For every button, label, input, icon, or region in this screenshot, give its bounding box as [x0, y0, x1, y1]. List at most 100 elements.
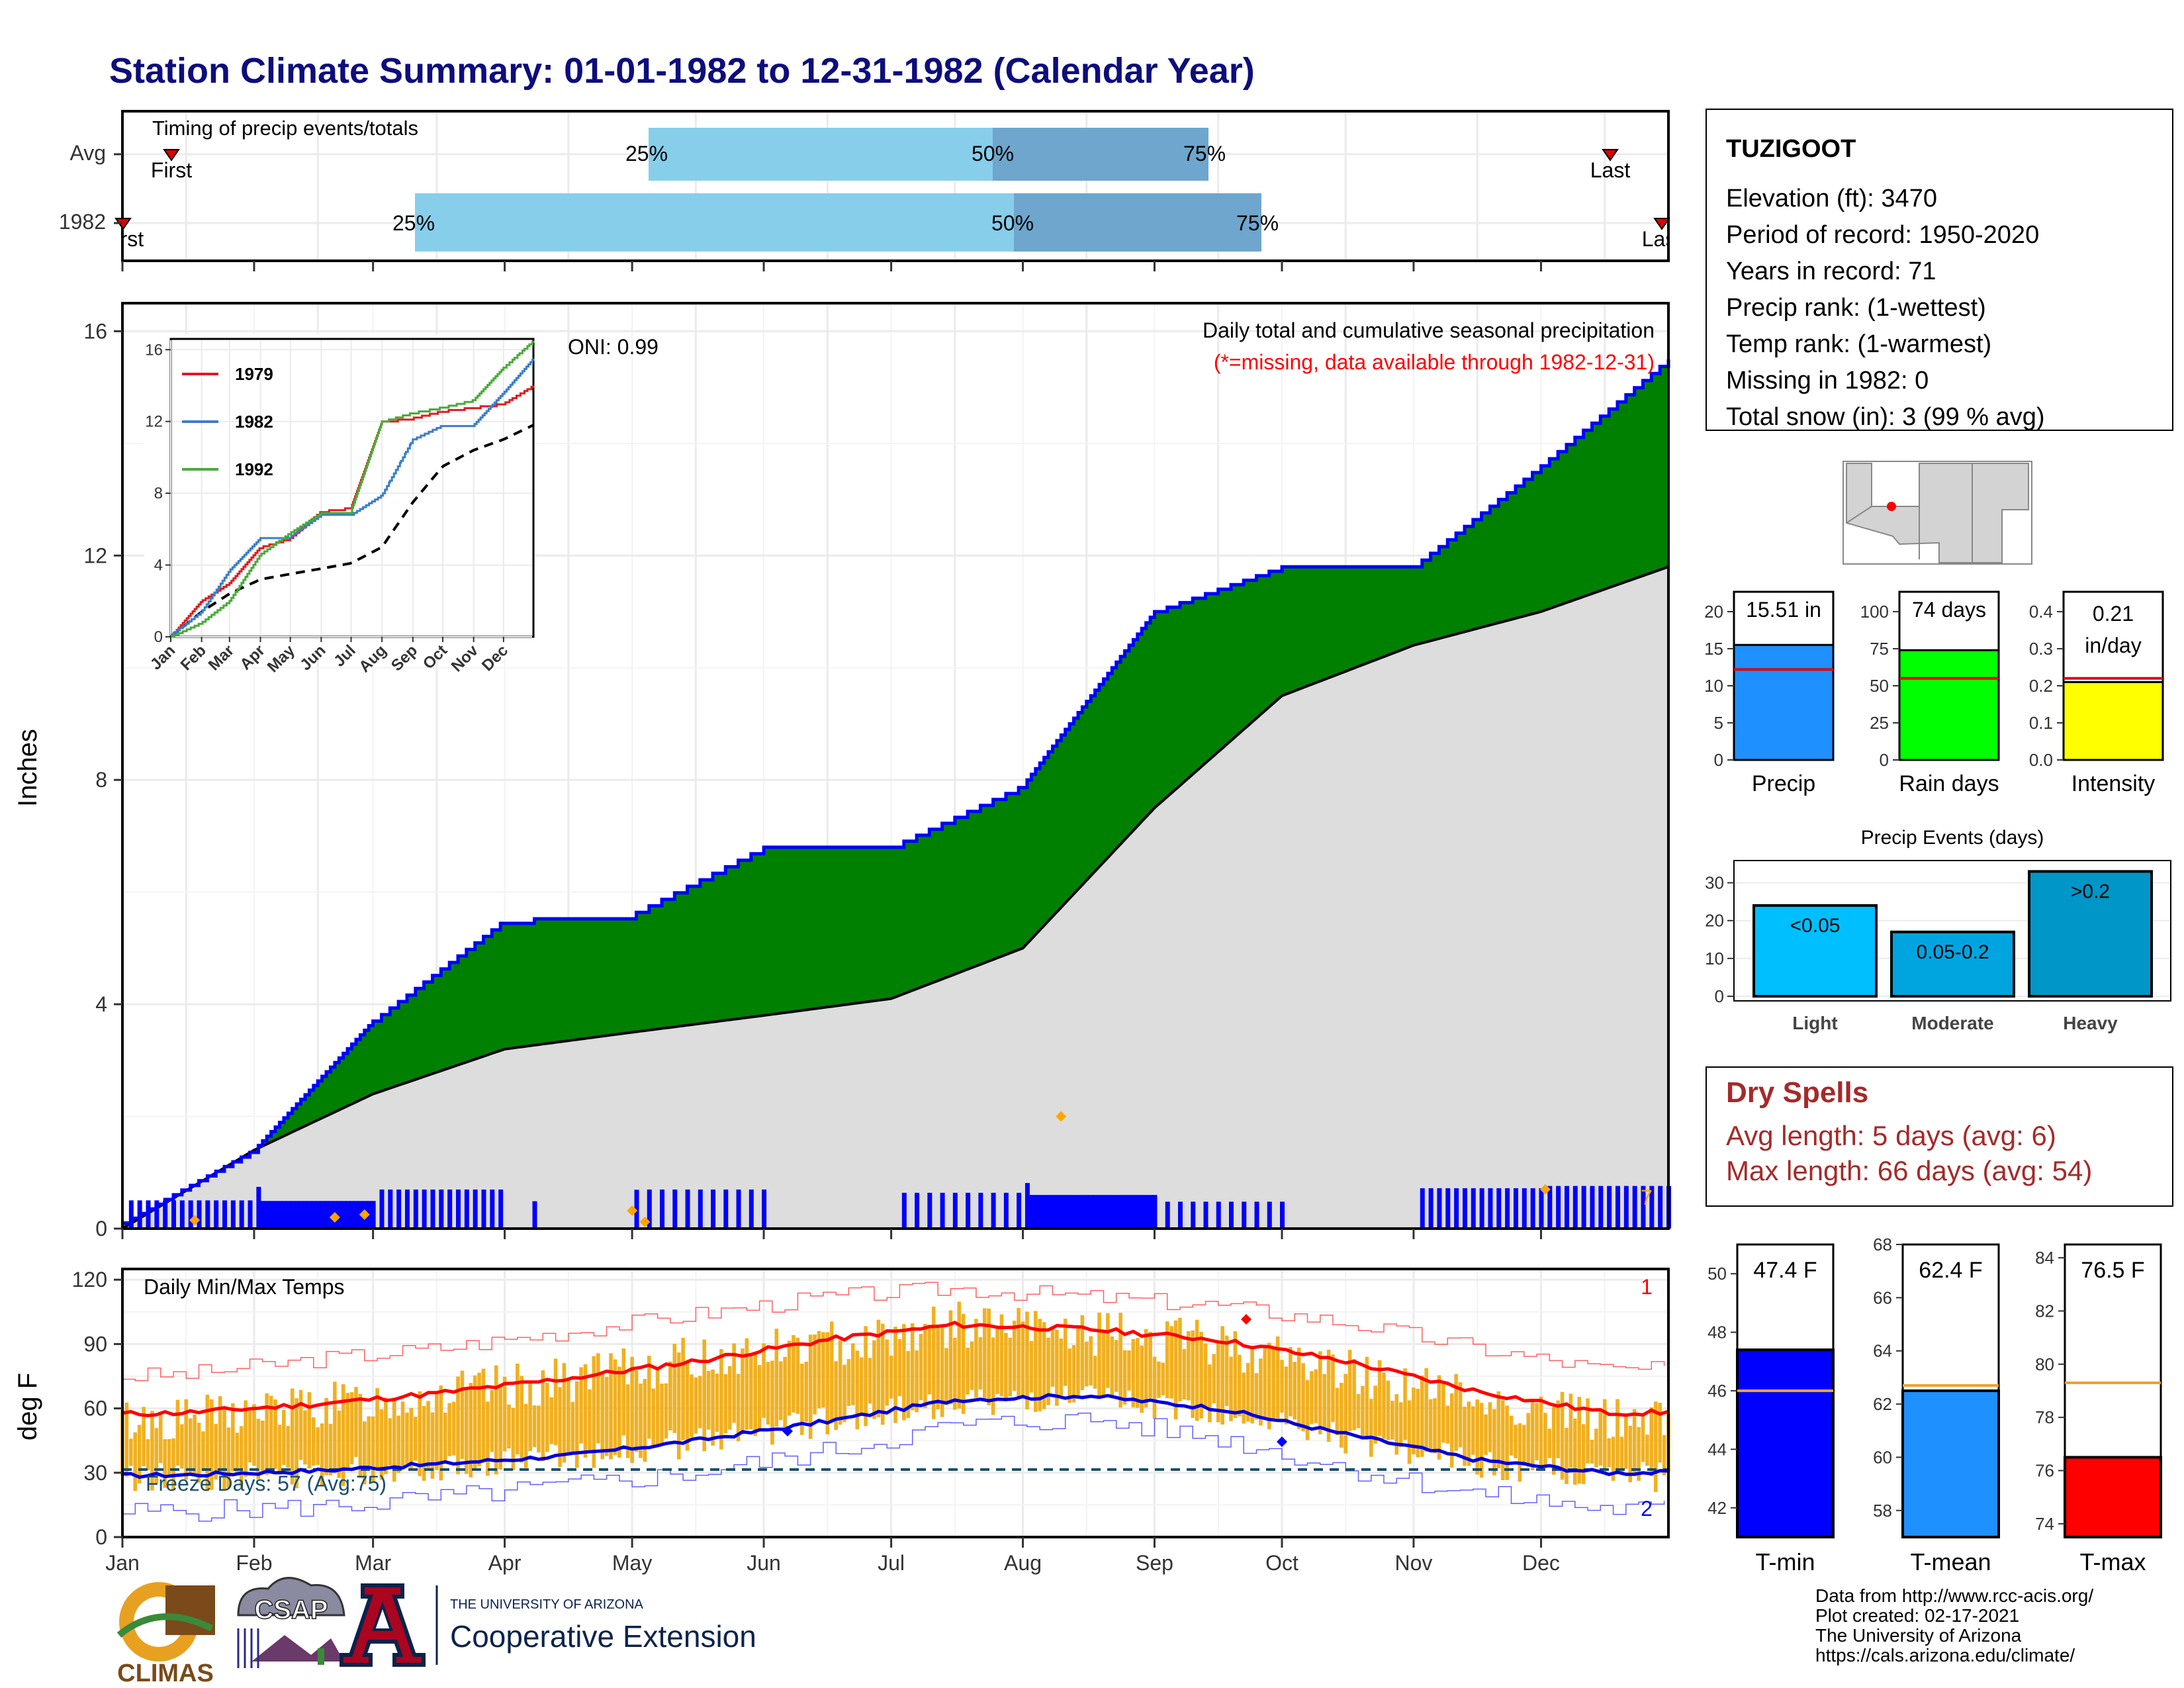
- daily-temp-bar: [1637, 1427, 1641, 1481]
- station-info-line: Years in record: 71: [1726, 258, 1936, 285]
- daily-precip-bar: [197, 1200, 202, 1229]
- daily-temp-bar: [991, 1337, 995, 1415]
- daily-temp-bar: [609, 1353, 613, 1460]
- daily-precip-bar: [1152, 1195, 1158, 1229]
- daily-temp-bar: [384, 1397, 388, 1475]
- daily-temp-bar: [567, 1378, 570, 1453]
- inset-ytick-label: 8: [154, 485, 163, 502]
- inset-line-1992: [171, 340, 535, 638]
- daily-temp-bar: [465, 1387, 469, 1474]
- daily-temp-bar: [1050, 1326, 1055, 1387]
- daily-temp-bar: [1454, 1374, 1458, 1451]
- daily-temp-bar: [439, 1385, 443, 1481]
- daily-precip-bar: [269, 1201, 274, 1229]
- credit-line: https://cals.arizona.edu/climate/: [1815, 1645, 2075, 1665]
- daily-temp-bar: [1649, 1407, 1654, 1477]
- precip-ytick-label: 8: [95, 768, 107, 792]
- oni-label: ONI: 0.99: [568, 335, 659, 359]
- daily-temp-bar: [1118, 1313, 1122, 1408]
- daily-temp-bar: [1187, 1331, 1191, 1401]
- svg-text:74 days: 74 days: [1912, 598, 1986, 622]
- yr-p75-label: 75%: [1236, 211, 1279, 235]
- daily-temp-bar: [1569, 1393, 1573, 1468]
- csap-logo-text: CSAP: [254, 1595, 328, 1624]
- credits: Data from http://www.rcc-acis.org/Plot c…: [1815, 1585, 2093, 1665]
- daily-precip-bar: [1017, 1192, 1022, 1229]
- daily-temp-bar: [142, 1407, 146, 1466]
- daily-precip-bar: [1581, 1186, 1586, 1229]
- timing-1982-bar-high: [1014, 193, 1261, 252]
- daily-temp-bar: [813, 1335, 817, 1415]
- daily-temp-bar: [239, 1426, 244, 1487]
- daily-temp-bar: [999, 1314, 1004, 1397]
- daily-temp-bar: [520, 1376, 524, 1463]
- daily-temp-bar: [553, 1358, 558, 1446]
- daily-temp-bar: [1428, 1399, 1433, 1452]
- daily-temp-bar: [1356, 1393, 1361, 1429]
- daily-precip-bar: [256, 1186, 261, 1229]
- daily-temp-bar: [706, 1370, 711, 1430]
- daily-temp-bar: [1216, 1341, 1220, 1423]
- daily-temp-bar: [588, 1389, 592, 1450]
- avg-p50-label: 50%: [972, 142, 1014, 165]
- daily-precip-bar: [146, 1200, 151, 1229]
- daily-temp-bar: [218, 1396, 222, 1473]
- daily-temp-bar: [414, 1417, 418, 1461]
- daily-temp-bar: [821, 1332, 825, 1408]
- daily-temp-bar: [1148, 1331, 1152, 1399]
- daily-temp-bar: [660, 1383, 664, 1446]
- daily-temp-bar: [443, 1413, 447, 1462]
- daily-temp-bar: [690, 1374, 694, 1437]
- daily-temp-bar: [1004, 1333, 1008, 1401]
- daily-temp-bar: [1042, 1322, 1046, 1409]
- daily-temp-bar: [282, 1409, 286, 1466]
- svg-text:15.51 in: 15.51 in: [1746, 598, 1821, 622]
- avg-first-marker: [163, 149, 180, 162]
- daily-temp-bar: [1445, 1405, 1450, 1444]
- daily-temp-bar: [596, 1353, 600, 1444]
- daily-temp-bar: [1284, 1366, 1289, 1425]
- daily-temp-bar: [1097, 1312, 1101, 1399]
- daily-temp-bar: [1632, 1409, 1637, 1476]
- precip-events-chart: Precip Events (days) 0 10 20 30 <0.05 Light 0.…: [1705, 827, 2171, 1033]
- daily-temp-bar: [613, 1359, 617, 1456]
- daily-temp-bar: [1365, 1356, 1369, 1440]
- daily-temp-bar: [817, 1331, 821, 1409]
- daily-temp-bar: [829, 1321, 834, 1422]
- daily-precip-bar: [1539, 1188, 1544, 1229]
- daily-temp-bar: [337, 1410, 341, 1478]
- daily-temp-bar: [1233, 1331, 1238, 1419]
- precip-ytick-label: 12: [83, 543, 107, 567]
- daily-temp-bar: [290, 1388, 295, 1485]
- daily-precip-bar: [749, 1189, 754, 1229]
- svg-text:50: 50: [1870, 676, 1889, 696]
- daily-precip-bar: [901, 1192, 907, 1229]
- daily-temp-bar: [872, 1340, 876, 1419]
- daily-precip-bar: [1641, 1186, 1646, 1229]
- daily-temp-bar: [502, 1376, 507, 1452]
- daily-temp-bar: [494, 1365, 498, 1475]
- daily-temp-bar: [948, 1310, 953, 1405]
- inset-legend: 1979 1982 1992: [182, 364, 273, 479]
- daily-precip-bar: [1590, 1186, 1595, 1229]
- daily-precip-bar: [439, 1189, 444, 1229]
- daily-temp-bar: [634, 1370, 639, 1452]
- daily-precip-bar: [464, 1189, 469, 1229]
- daily-precip-bars: [128, 1111, 1671, 1229]
- daily-precip-bar: [188, 1200, 193, 1229]
- daily-temp-bar: [864, 1326, 868, 1427]
- avg-min-line: [122, 1393, 1669, 1479]
- events-ytick-label: 30: [1705, 873, 1724, 893]
- daily-temp-bar: [1611, 1436, 1615, 1481]
- daily-temp-bar: [235, 1432, 240, 1475]
- daily-temp-bar: [1314, 1369, 1318, 1423]
- daily-precip-bar: [1505, 1188, 1510, 1229]
- events-ytick-label: 0: [1715, 986, 1724, 1006]
- daily-temp-bar: [966, 1347, 970, 1395]
- daily-temp-bar: [1229, 1356, 1233, 1421]
- daily-precip-bar: [698, 1189, 703, 1229]
- precip-ytick-label: 0: [95, 1217, 107, 1241]
- svg-text:0.0: 0.0: [2029, 750, 2053, 770]
- daily-precip-bar: [1572, 1186, 1578, 1229]
- daily-temp-bar: [604, 1377, 609, 1456]
